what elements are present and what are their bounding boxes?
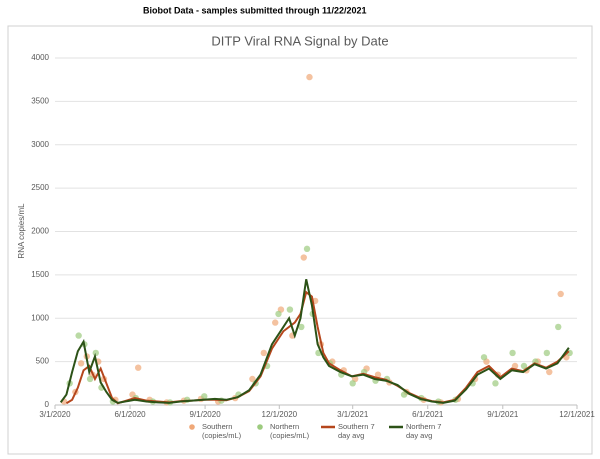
data-point bbox=[511, 362, 519, 370]
data-point bbox=[480, 354, 488, 361]
x-tick-label: 3/1/2020 bbox=[39, 410, 71, 419]
data-point bbox=[557, 290, 564, 298]
data-point bbox=[509, 349, 516, 357]
data-point bbox=[298, 323, 305, 331]
data-point bbox=[275, 310, 282, 318]
legend-marker bbox=[189, 424, 195, 430]
data-point bbox=[286, 306, 294, 313]
avg-line bbox=[65, 290, 570, 405]
legend: Southern (copies/mL) Northern (copies/mL)… bbox=[0, 422, 600, 450]
legend-marker bbox=[257, 424, 263, 430]
legend-label: Southern 7 day avg bbox=[338, 422, 375, 440]
x-tick-label: 9/1/2021 bbox=[487, 410, 519, 419]
data-point bbox=[75, 332, 82, 339]
data-point bbox=[249, 375, 256, 383]
y-tick-label: 1000 bbox=[31, 313, 49, 322]
y-axis-label: RNA copies/mL bbox=[17, 203, 26, 259]
legend-item: Southern (copies/mL) bbox=[185, 422, 244, 440]
y-tick-label: 1500 bbox=[31, 270, 49, 279]
data-point bbox=[260, 349, 267, 357]
data-point bbox=[303, 245, 311, 253]
legend-item: Southern 7 day avg bbox=[321, 422, 380, 440]
x-tick-label: 12/1/2020 bbox=[262, 410, 298, 419]
data-point bbox=[134, 364, 142, 371]
data-point bbox=[300, 254, 307, 261]
data-point bbox=[400, 391, 408, 398]
legend-swatch bbox=[257, 424, 263, 430]
data-point bbox=[492, 380, 499, 387]
page-header: Biobot Data - samples submitted through … bbox=[143, 5, 367, 15]
chart-frame bbox=[7, 25, 593, 455]
data-point bbox=[272, 319, 279, 326]
data-point bbox=[543, 349, 551, 357]
y-tick-label: 3000 bbox=[31, 140, 49, 149]
x-tick-label: 12/1/2021 bbox=[559, 410, 595, 419]
data-point bbox=[374, 371, 382, 378]
chart-title: DITP Viral RNA Signal by Date bbox=[211, 33, 388, 48]
legend-label: Northern (copies/mL) bbox=[270, 422, 310, 440]
x-tick-label: 6/1/2021 bbox=[412, 410, 444, 419]
y-tick-label: 3500 bbox=[31, 96, 49, 105]
legend-item: Northern (copies/mL) bbox=[253, 422, 312, 440]
data-point bbox=[306, 73, 313, 81]
data-point bbox=[546, 368, 553, 376]
legend-swatch bbox=[189, 424, 195, 430]
y-tick-label: 2500 bbox=[31, 183, 49, 192]
legend-swatch bbox=[321, 425, 335, 429]
x-tick-label: 3/1/2021 bbox=[337, 410, 369, 419]
data-point bbox=[555, 323, 562, 331]
x-tick-label: 6/1/2020 bbox=[114, 410, 146, 419]
legend-label: Southern (copies/mL) bbox=[202, 422, 242, 440]
y-tick-label: 2000 bbox=[31, 227, 49, 236]
data-point bbox=[201, 393, 208, 400]
data-point bbox=[77, 360, 85, 367]
y-tick-label: 500 bbox=[36, 357, 50, 366]
legend-label: Northern 7 day avg bbox=[406, 422, 442, 440]
legend-swatch bbox=[389, 425, 403, 429]
y-tick-label: 4000 bbox=[31, 53, 49, 62]
data-point bbox=[520, 362, 528, 370]
x-tick-label: 9/1/2020 bbox=[190, 410, 222, 419]
avg-line bbox=[59, 278, 570, 404]
data-point bbox=[349, 380, 356, 387]
legend-item: Northern 7 day avg bbox=[389, 422, 448, 440]
data-point bbox=[92, 349, 99, 357]
data-point bbox=[86, 375, 94, 383]
y-tick-label: 0 bbox=[45, 400, 50, 409]
